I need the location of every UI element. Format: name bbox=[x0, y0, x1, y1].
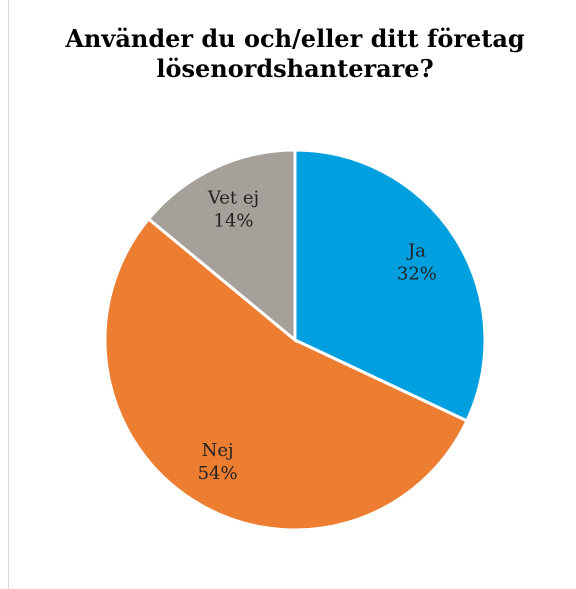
chart-frame bbox=[8, 0, 576, 589]
slice-label: Ja bbox=[406, 241, 426, 262]
chart-title: Använder du och/eller ditt företag lösen… bbox=[65, 24, 525, 83]
pie-slice bbox=[293, 148, 487, 423]
pie-slice bbox=[103, 216, 469, 532]
slice-value-label: 14% bbox=[214, 210, 254, 231]
slice-label: Vet ej bbox=[207, 187, 259, 208]
pie-slice bbox=[146, 148, 297, 344]
slice-value-label: 32% bbox=[397, 264, 437, 285]
slice-label: Nej bbox=[202, 440, 234, 461]
slice-value-label: 54% bbox=[198, 463, 238, 484]
